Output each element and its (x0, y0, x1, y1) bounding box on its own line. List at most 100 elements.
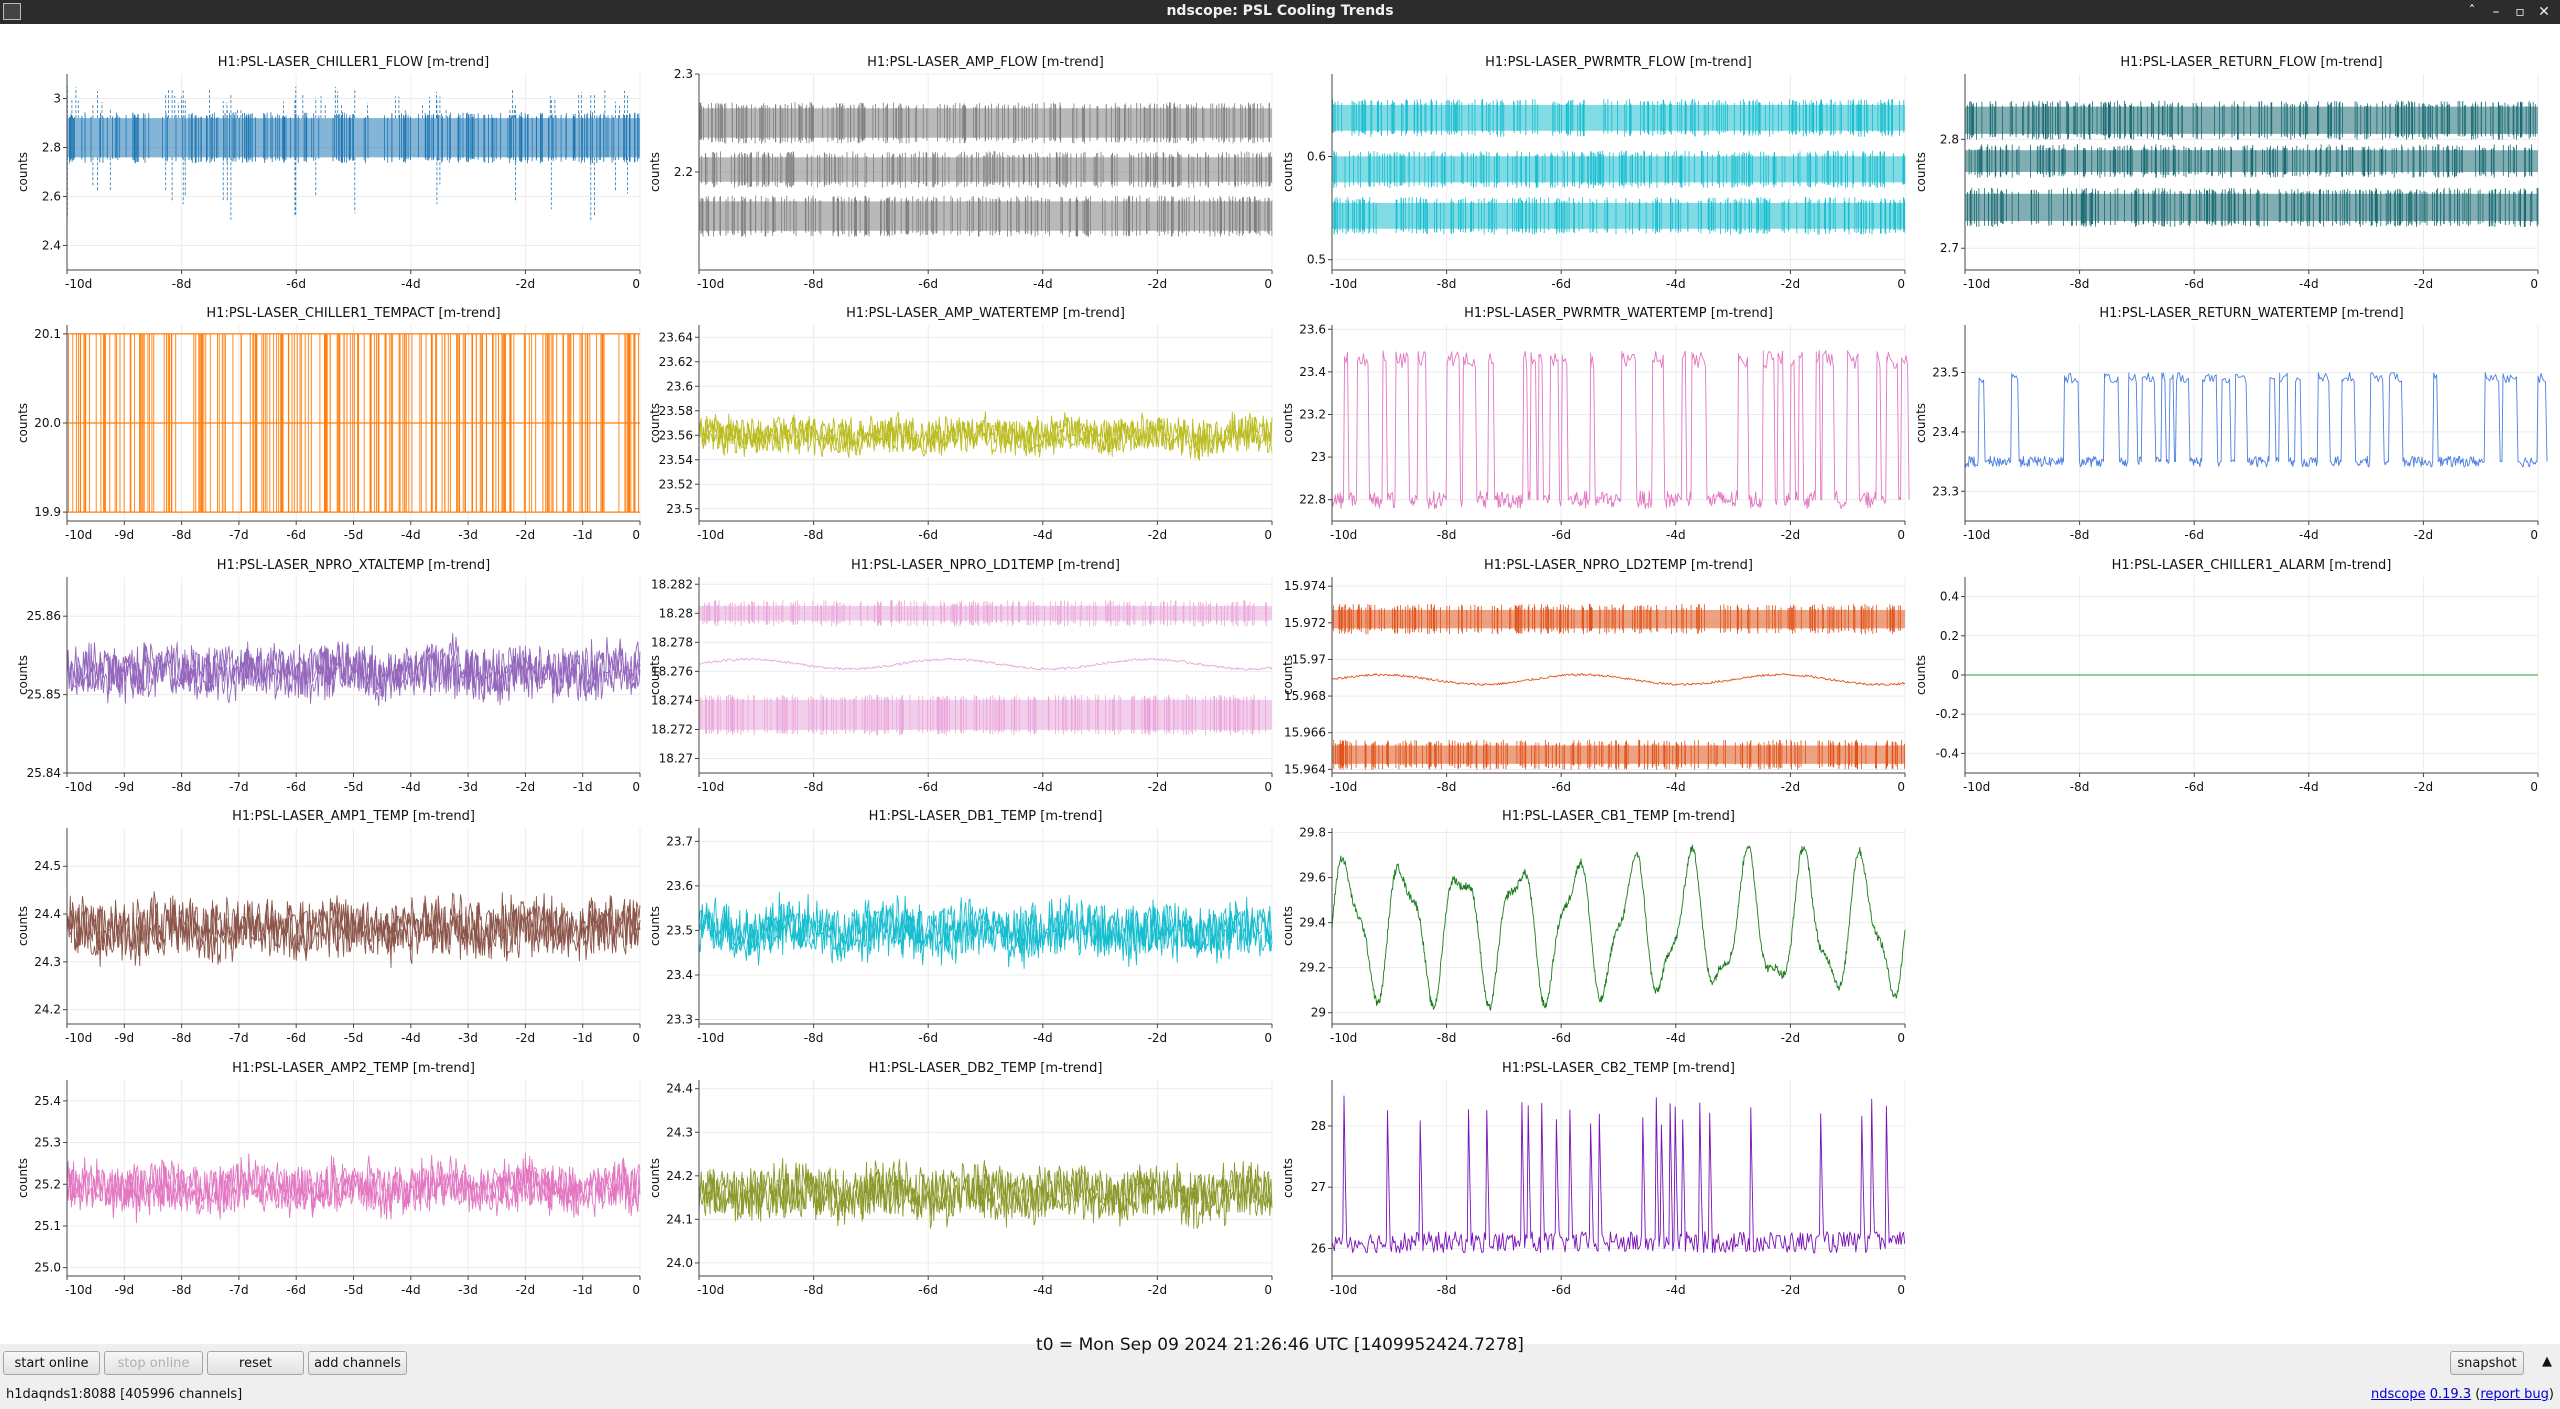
minimize-icon[interactable]: – (2492, 4, 2500, 20)
x-tick-label: -2d (2414, 277, 2434, 291)
y-tick-label: 23.3 (1932, 484, 1959, 498)
y-tick-label: 18.276 (651, 664, 693, 678)
x-tick-label: -2d (1148, 1283, 1168, 1297)
expand-arrow-icon[interactable]: ▲ (2542, 1354, 2552, 1369)
x-tick-label: -7d (229, 780, 249, 794)
x-tick-label: -10d (1330, 780, 1357, 794)
y-tick-label: 24.5 (34, 859, 61, 873)
x-tick-label: 0 (632, 1031, 640, 1045)
x-tick-label: -3d (458, 1031, 478, 1045)
x-tick-label: -4d (401, 528, 421, 542)
y-tick-label: 25.84 (27, 766, 61, 780)
x-tick-label: -4d (1033, 528, 1053, 542)
series-spikes (67, 86, 628, 221)
x-tick-label: -6d (918, 528, 938, 542)
y-tick-label: 26 (1311, 1241, 1326, 1255)
x-tick-label: -6d (918, 1283, 938, 1297)
x-tick-label: -2d (516, 1283, 536, 1297)
plot-13[interactable]: H1:PSL-LASER_DB1_TEMP [m-trend] counts 23.… (648, 809, 1273, 1045)
y-tick-label: 24.3 (666, 1125, 693, 1139)
plot-9[interactable]: H1:PSL-LASER_NPRO_LD1TEMP [m-trend] count… (648, 558, 1273, 794)
plot-4[interactable]: H1:PSL-LASER_CHILLER1_TEMPACT [m-trend] c… (16, 306, 641, 542)
plot-10[interactable]: H1:PSL-LASER_NPRO_LD2TEMP [m-trend] count… (1281, 558, 1906, 794)
x-tick-label: -6d (918, 780, 938, 794)
plot-area: H1:PSL-LASER_CHILLER1_FLOW [m-trend] coun… (0, 24, 2560, 1355)
y-tick-label: 23.4 (1932, 425, 1959, 439)
y-tick-label: 0.4 (1940, 590, 1959, 604)
y-tick-label: 24.0 (666, 1256, 693, 1270)
plot-1[interactable]: H1:PSL-LASER_AMP_FLOW [m-trend] counts 2.2… (648, 55, 1273, 291)
y-tick-label: 18.278 (651, 635, 693, 649)
series-band-noise (1333, 739, 1905, 770)
plot-14[interactable]: H1:PSL-LASER_CB1_TEMP [m-trend] counts 29 2… (1281, 809, 1906, 1045)
x-tick-label: -9d (115, 1283, 135, 1297)
plot-5[interactable]: H1:PSL-LASER_AMP_WATERTEMP [m-trend] coun… (648, 306, 1273, 542)
x-tick-label: -3d (458, 528, 478, 542)
y-axis-label: counts (1914, 403, 1928, 443)
add-channels-button[interactable]: add channels (308, 1351, 407, 1375)
plot-7[interactable]: H1:PSL-LASER_RETURN_WATERTEMP [m-trend] c… (1914, 306, 2548, 542)
y-tick-label: 23.3 (666, 1013, 693, 1027)
y-tick-label: 22.8 (1299, 493, 1326, 507)
keep-above-icon[interactable]: ˆ (2468, 4, 2476, 20)
y-tick-label: 2.2 (674, 165, 693, 179)
x-tick-label: -8d (804, 780, 824, 794)
x-tick-label: -8d (172, 780, 192, 794)
report-bug-link[interactable]: report bug (2480, 1387, 2549, 1402)
plot-grid[interactable]: H1:PSL-LASER_CHILLER1_FLOW [m-trend] coun… (0, 24, 2560, 1324)
x-tick-label: 0 (1264, 1031, 1272, 1045)
series-line (698, 891, 1273, 969)
x-tick-label: -8d (1437, 780, 1457, 794)
x-tick-label: 0 (1897, 1031, 1905, 1045)
plot-title: H1:PSL-LASER_AMP_WATERTEMP [m-trend] (846, 306, 1125, 321)
y-axis-label: counts (648, 152, 662, 192)
close-icon[interactable]: ✕ (2538, 4, 2550, 20)
x-tick-label: 0 (1897, 780, 1905, 794)
y-axis-label: counts (648, 1158, 662, 1198)
y-tick-label: 15.964 (1284, 762, 1326, 776)
plot-3[interactable]: H1:PSL-LASER_RETURN_FLOW [m-trend] counts… (1914, 55, 2539, 291)
plot-8[interactable]: H1:PSL-LASER_NPRO_XTALTEMP [m-trend] coun… (16, 558, 641, 794)
y-tick-label: 29.6 (1299, 871, 1326, 885)
plot-0[interactable]: H1:PSL-LASER_CHILLER1_FLOW [m-trend] coun… (16, 55, 641, 291)
x-tick-label: -10d (1330, 1031, 1357, 1045)
series-band (699, 606, 1272, 621)
x-tick-label: -2d (516, 528, 536, 542)
plot-title: H1:PSL-LASER_AMP2_TEMP [m-trend] (232, 1061, 475, 1076)
version-link[interactable]: 0.19.3 (2429, 1387, 2472, 1402)
y-tick-label: 25.1 (34, 1219, 61, 1233)
series-line (698, 411, 1273, 461)
x-tick-label: -1d (573, 780, 593, 794)
ndscope-link[interactable]: ndscope (2370, 1387, 2426, 1402)
y-tick-label: 23 (1311, 450, 1326, 464)
x-tick-label: -7d (229, 528, 249, 542)
plot-12[interactable]: H1:PSL-LASER_AMP1_TEMP [m-trend] counts 24… (16, 809, 641, 1045)
plot-18[interactable]: H1:PSL-LASER_CB2_TEMP [m-trend] counts 26 2… (1281, 1061, 1906, 1297)
plot-11[interactable]: H1:PSL-LASER_CHILLER1_ALARM [m-trend] cou… (1914, 558, 2539, 794)
x-tick-label: -6d (2184, 277, 2204, 291)
y-tick-label: 15.972 (1284, 616, 1326, 630)
x-tick-label: 0 (1264, 1283, 1272, 1297)
maximize-icon[interactable]: ▫ (2515, 4, 2525, 20)
x-tick-label: -2d (1148, 277, 1168, 291)
plot-2[interactable]: H1:PSL-LASER_PWRMTR_FLOW [m-trend] counts… (1281, 55, 1906, 291)
start-online-button[interactable]: start online (3, 1351, 100, 1375)
plot-6[interactable]: H1:PSL-LASER_PWRMTR_WATERTEMP [m-trend] c… (1281, 306, 1910, 542)
plot-title: H1:PSL-LASER_NPRO_LD1TEMP [m-trend] (851, 558, 1120, 573)
stop-online-button[interactable]: stop online (104, 1351, 203, 1375)
x-tick-label: 0 (1897, 528, 1905, 542)
snapshot-button[interactable]: snapshot (2450, 1351, 2524, 1375)
t0-label: t0 = Mon Sep 09 2024 21:26:46 UTC [14099… (1036, 1335, 1524, 1355)
y-tick-label: 3 (53, 92, 61, 106)
x-tick-label: -10d (697, 1031, 724, 1045)
x-tick-label: -7d (229, 1283, 249, 1297)
x-tick-label: -10d (1963, 277, 1990, 291)
x-tick-label: -4d (1666, 277, 1686, 291)
y-tick-label: 23.7 (666, 834, 693, 848)
reset-button[interactable]: reset (207, 1351, 304, 1375)
plot-16[interactable]: H1:PSL-LASER_AMP2_TEMP [m-trend] counts 25… (16, 1061, 641, 1297)
plot-17[interactable]: H1:PSL-LASER_DB2_TEMP [m-trend] counts 24.… (648, 1061, 1273, 1297)
y-axis-label: counts (648, 655, 662, 695)
series-levels (67, 333, 640, 513)
series-band (699, 157, 1272, 182)
